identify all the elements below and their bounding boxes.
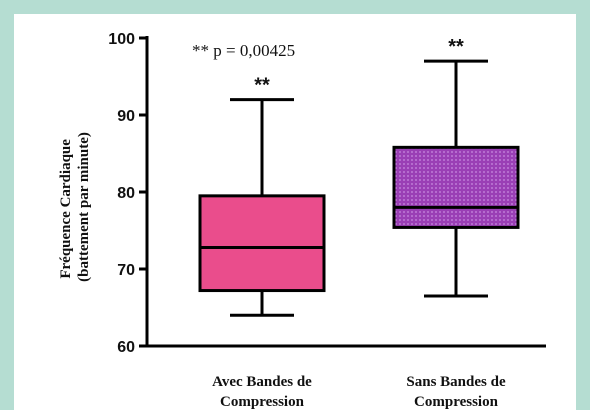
category-label-line: Compression (414, 394, 499, 410)
box-plot-chart: ** p = 0,00425 Fréquence Cardiaque (batt… (58, 31, 546, 410)
y-axis-label-line-2: (battement par minute) (76, 132, 92, 282)
y-axis-label: Fréquence Cardiaque (battement par minut… (58, 132, 92, 282)
y-tick-label: 80 (117, 185, 135, 202)
category-label-line: Sans Bandes de (406, 374, 506, 390)
category-label: Avec Bandes de Compression (212, 374, 312, 410)
y-tick-label: 60 (117, 339, 135, 356)
box-iqr (198, 194, 326, 293)
plot-area: 60 70 80 90 100 ** Avec Bandes de Compression **… (108, 31, 546, 410)
box-iqr (392, 145, 520, 229)
y-tick-label: 100 (108, 31, 135, 48)
y-axis-label-line-1: Fréquence Cardiaque (58, 139, 74, 279)
category-label-line: Avec Bandes de (212, 374, 312, 390)
significance-marker: ** (254, 75, 270, 97)
category-label: Sans Bandes de Compression (406, 374, 506, 410)
significance-marker: ** (448, 36, 464, 58)
p-value-annotation: ** p = 0,00425 (192, 41, 295, 60)
y-tick-label: 90 (117, 108, 135, 125)
y-tick-label: 70 (117, 262, 135, 279)
category-label-line: Compression (220, 394, 305, 410)
chart-figure: ** p = 0,00425 Fréquence Cardiaque (batt… (14, 14, 576, 410)
